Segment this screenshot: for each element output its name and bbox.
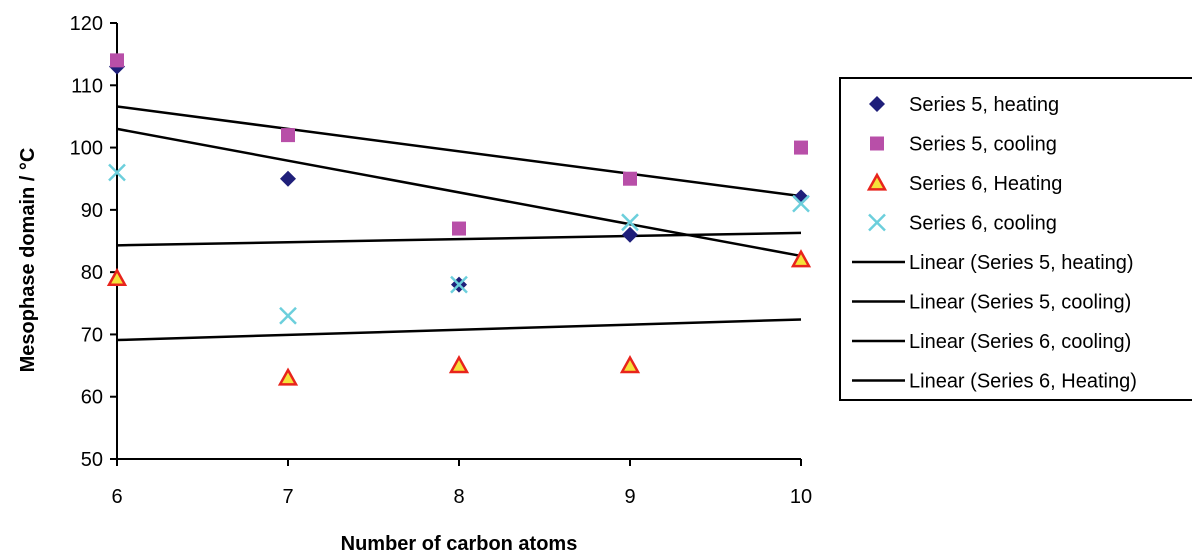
data-point (281, 128, 295, 143)
data-point (622, 226, 638, 243)
legend: Series 5, heating Series 5, cooling Series… (839, 77, 1192, 401)
data-point (790, 249, 812, 268)
data-point (106, 267, 128, 287)
data-point (792, 194, 810, 213)
plot-area: 50 60 70 80 90 100 110 120 6 7 8 9 10 (70, 13, 813, 508)
data-point (110, 53, 124, 68)
legend-label: Series 6, Heating (909, 173, 1062, 195)
data-point (793, 189, 809, 206)
legend-label: Series 5, cooling (909, 134, 1057, 156)
data-point (279, 306, 297, 325)
x-tick-label: 8 (453, 486, 464, 508)
data-point (452, 221, 466, 236)
legend-label: Linear (Series 5, heating) (909, 252, 1134, 274)
legend-marker (869, 96, 885, 112)
data-point (448, 354, 470, 374)
y-axis-title: Mesophase domain / °C (17, 148, 39, 373)
x-axis-title: Number of carbon atoms (341, 533, 578, 554)
legend-label: Series 5, heating (909, 94, 1059, 116)
legend-marker (870, 136, 884, 151)
x-tick-label: 9 (624, 486, 635, 508)
data-point (108, 163, 126, 182)
data-point (794, 140, 808, 155)
data-point (277, 367, 299, 386)
data-point (621, 213, 639, 232)
legend-marker (866, 172, 888, 191)
legend-label: Linear (Series 6, cooling) (909, 331, 1131, 353)
trendline (116, 105, 802, 198)
y-tick-label: 50 (81, 449, 103, 471)
legend-label: Linear (Series 6, Heating) (909, 371, 1137, 393)
x-tick-label: 6 (111, 486, 122, 508)
y-tick-label: 110 (71, 75, 103, 97)
data-point-stroke (108, 163, 126, 182)
data-point (619, 354, 641, 374)
trendline (116, 231, 802, 247)
y-tick-label: 100 (70, 138, 103, 160)
data-point-stroke (450, 275, 468, 294)
legend-label: Linear (Series 5, cooling) (909, 292, 1131, 314)
y-tick-label: 60 (81, 387, 103, 409)
data-point (280, 170, 296, 187)
x-tick-label: 7 (282, 486, 293, 508)
data-point (450, 275, 468, 294)
data-point-stroke (621, 213, 639, 232)
legend-marker (868, 213, 886, 232)
data-point (623, 171, 637, 186)
y-tick-label: 90 (81, 200, 103, 222)
y-tick-label: 120 (70, 13, 103, 35)
y-tick-label: 70 (81, 324, 103, 346)
data-point-stroke (792, 194, 810, 213)
legend-box (839, 77, 1192, 401)
data-point-stroke (279, 306, 297, 325)
x-tick-label: 10 (790, 486, 812, 508)
y-tick-label: 80 (81, 262, 103, 284)
trendline (116, 127, 802, 258)
trendline (116, 318, 802, 342)
legend-marker-stroke (868, 213, 886, 232)
legend-label: Series 6, cooling (909, 213, 1057, 235)
